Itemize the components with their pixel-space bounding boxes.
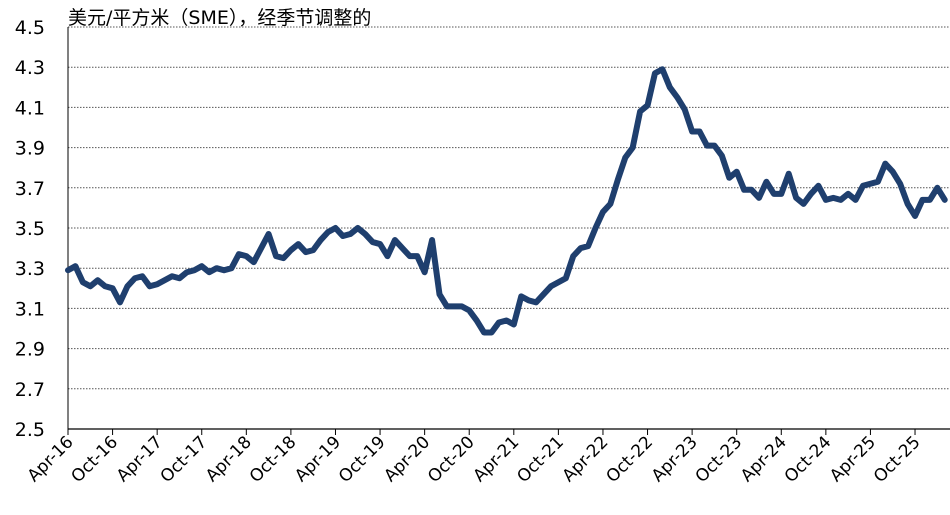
x-tick-label: Oct-25: [870, 432, 925, 487]
x-tick-label: Apr-21: [470, 432, 524, 486]
chart-title: 美元/平方米（SME），经季节调整的: [68, 7, 371, 29]
y-tick-label: 4.3: [15, 57, 45, 79]
line-series: [65, 66, 948, 336]
x-tick-label: Oct-18: [246, 432, 301, 487]
y-tick-label: 3.3: [15, 258, 45, 280]
x-tick-label: Oct-16: [68, 432, 123, 487]
x-tick-label: Apr-19: [291, 432, 345, 486]
y-tick-label: 4.5: [15, 17, 45, 39]
y-tick-label: 3.7: [15, 178, 45, 200]
y-tick-label: 3.1: [15, 298, 45, 320]
y-tick-label: 3.9: [15, 138, 45, 160]
x-tick-label: Apr-23: [648, 432, 702, 486]
x-tick-label: Apr-25: [826, 432, 880, 486]
y-tick-label: 2.5: [15, 419, 45, 441]
x-tick-label: Apr-20: [380, 432, 434, 486]
x-tick-label: Oct-19: [335, 432, 390, 487]
x-tick-label: Oct-20: [424, 432, 479, 487]
x-tick-label: Oct-22: [603, 432, 658, 487]
x-tick-label: Oct-17: [157, 432, 212, 487]
x-tick-label: Apr-24: [737, 432, 791, 486]
x-tick-label: Oct-23: [692, 432, 747, 487]
x-tick-label: Apr-22: [559, 432, 613, 486]
x-tick-label: Oct-21: [513, 432, 568, 487]
y-tick-label: 4.1: [15, 97, 45, 119]
x-tick-label: Oct-24: [781, 432, 836, 487]
y-tick-label: 3.5: [15, 218, 45, 240]
y-tick-label: 2.9: [15, 339, 45, 361]
x-tick-label: Apr-18: [202, 432, 256, 486]
y-tick-label: 2.7: [15, 379, 45, 401]
x-tick-label: Apr-17: [113, 432, 167, 486]
